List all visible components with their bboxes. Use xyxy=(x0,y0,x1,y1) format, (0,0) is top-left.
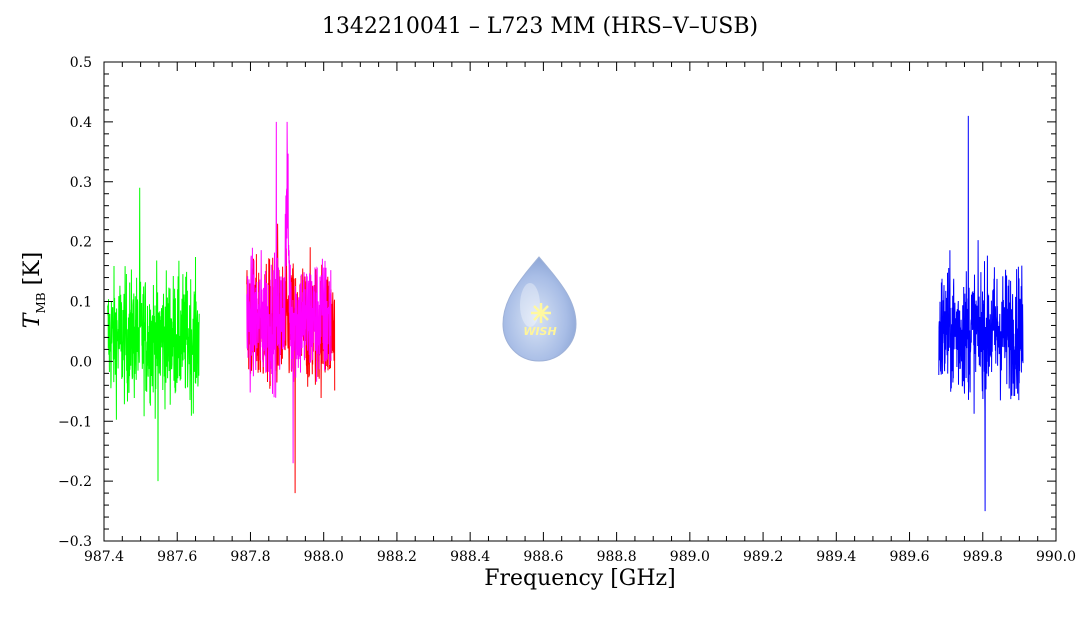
y-axis-subscript: MB xyxy=(34,292,48,314)
series-line xyxy=(246,121,332,464)
x-tick-label: 987.8 xyxy=(230,549,270,565)
star-icon xyxy=(531,303,551,323)
x-tick-label: 988.2 xyxy=(377,549,417,565)
x-tick-label: 988.6 xyxy=(523,549,563,565)
drop-shape xyxy=(502,256,577,362)
x-tick-label: 990.0 xyxy=(1036,549,1076,565)
wish-logo: WISH xyxy=(502,256,577,362)
x-tick-label: 987.6 xyxy=(157,549,197,565)
y-axis-label: TMB [K] xyxy=(20,252,48,328)
y-tick-label: 0.3 xyxy=(70,175,92,191)
x-tick-label: 989.2 xyxy=(743,549,783,565)
series-layer xyxy=(107,115,1024,512)
x-tick-label: 989.0 xyxy=(670,549,710,565)
y-tick-label: −0.3 xyxy=(58,534,92,550)
chart-title: 1342210041 – L723 MM (HRS–V–USB) xyxy=(321,14,759,39)
y-tick-label: 0.5 xyxy=(70,55,92,71)
series-line xyxy=(107,187,200,482)
x-tick-label: 988.8 xyxy=(597,549,637,565)
x-tick-label: 989.8 xyxy=(963,549,1003,565)
y-tick-label: 0.4 xyxy=(70,115,92,131)
y-tick-label: 0.2 xyxy=(70,235,92,251)
series-line xyxy=(938,115,1024,512)
y-tick-label: −0.1 xyxy=(58,414,92,430)
x-axis-label: Frequency [GHz] xyxy=(484,566,676,591)
x-tick-label: 987.4 xyxy=(84,549,124,565)
y-axis-symbol: T xyxy=(20,313,45,329)
x-tick-label: 988.4 xyxy=(450,549,490,565)
y-tick-label: 0.1 xyxy=(70,295,92,311)
y-tick-label: 0.0 xyxy=(70,354,92,370)
ticks-layer: 987.4 987.6 987.8 988.0 988.2 988.4 988.6 988.8… xyxy=(58,55,1076,565)
y-axis-unit: [K] xyxy=(20,251,45,286)
watermark-text: WISH xyxy=(523,325,556,338)
x-tick-label: 988.0 xyxy=(304,549,344,565)
y-tick-label: −0.2 xyxy=(58,474,92,490)
drop-highlight xyxy=(520,283,540,327)
x-tick-label: 989.4 xyxy=(816,549,856,565)
x-tick-label: 989.6 xyxy=(889,549,929,565)
